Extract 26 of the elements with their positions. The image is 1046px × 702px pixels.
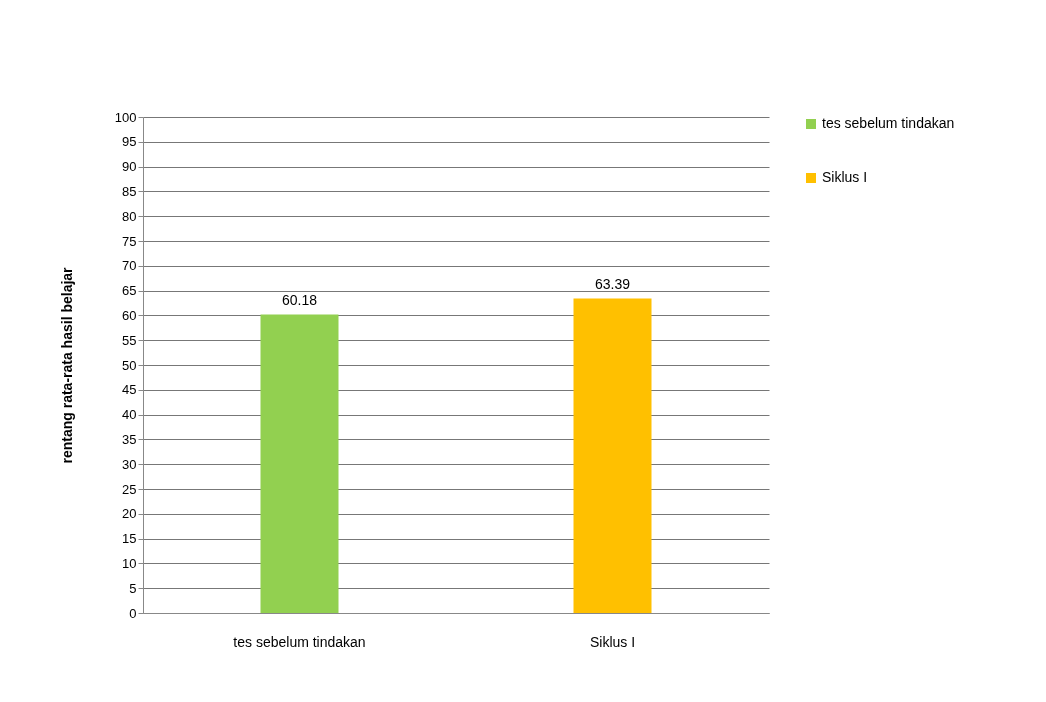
y-tick-label: 20 bbox=[122, 506, 137, 522]
legend-label: Siklus I bbox=[822, 169, 868, 185]
y-tick-label: 50 bbox=[122, 357, 137, 373]
y-tick-label: 90 bbox=[122, 159, 137, 175]
y-tick-label: 15 bbox=[122, 531, 137, 547]
y-tick-label: 25 bbox=[122, 481, 137, 497]
y-tick-label: 35 bbox=[122, 431, 137, 447]
y-tick-label: 75 bbox=[122, 233, 137, 249]
y-tick-label: 0 bbox=[129, 605, 137, 621]
y-tick-label: 95 bbox=[122, 134, 137, 150]
y-tick-label: 70 bbox=[122, 258, 137, 274]
y-tick-label: 45 bbox=[122, 382, 137, 398]
y-axis-title: rentang rata-rata hasil belajar bbox=[58, 266, 75, 464]
y-tick-label: 10 bbox=[122, 555, 137, 571]
y-tick-label: 30 bbox=[122, 456, 137, 472]
y-tick-label: 5 bbox=[129, 580, 137, 596]
y-tick-label: 85 bbox=[122, 183, 137, 199]
data-label: 63.39 bbox=[594, 275, 631, 292]
y-tick-label: 100 bbox=[114, 109, 137, 125]
y-tick-label: 65 bbox=[122, 283, 137, 299]
data-label: 60.18 bbox=[281, 291, 318, 308]
y-tick-label: 55 bbox=[122, 332, 137, 348]
y-tick-label: 60 bbox=[122, 307, 137, 323]
legend-label: tes sebelum tindakan bbox=[822, 115, 955, 131]
y-tick-label: 80 bbox=[122, 208, 137, 224]
y-tick-label: 40 bbox=[122, 407, 137, 423]
